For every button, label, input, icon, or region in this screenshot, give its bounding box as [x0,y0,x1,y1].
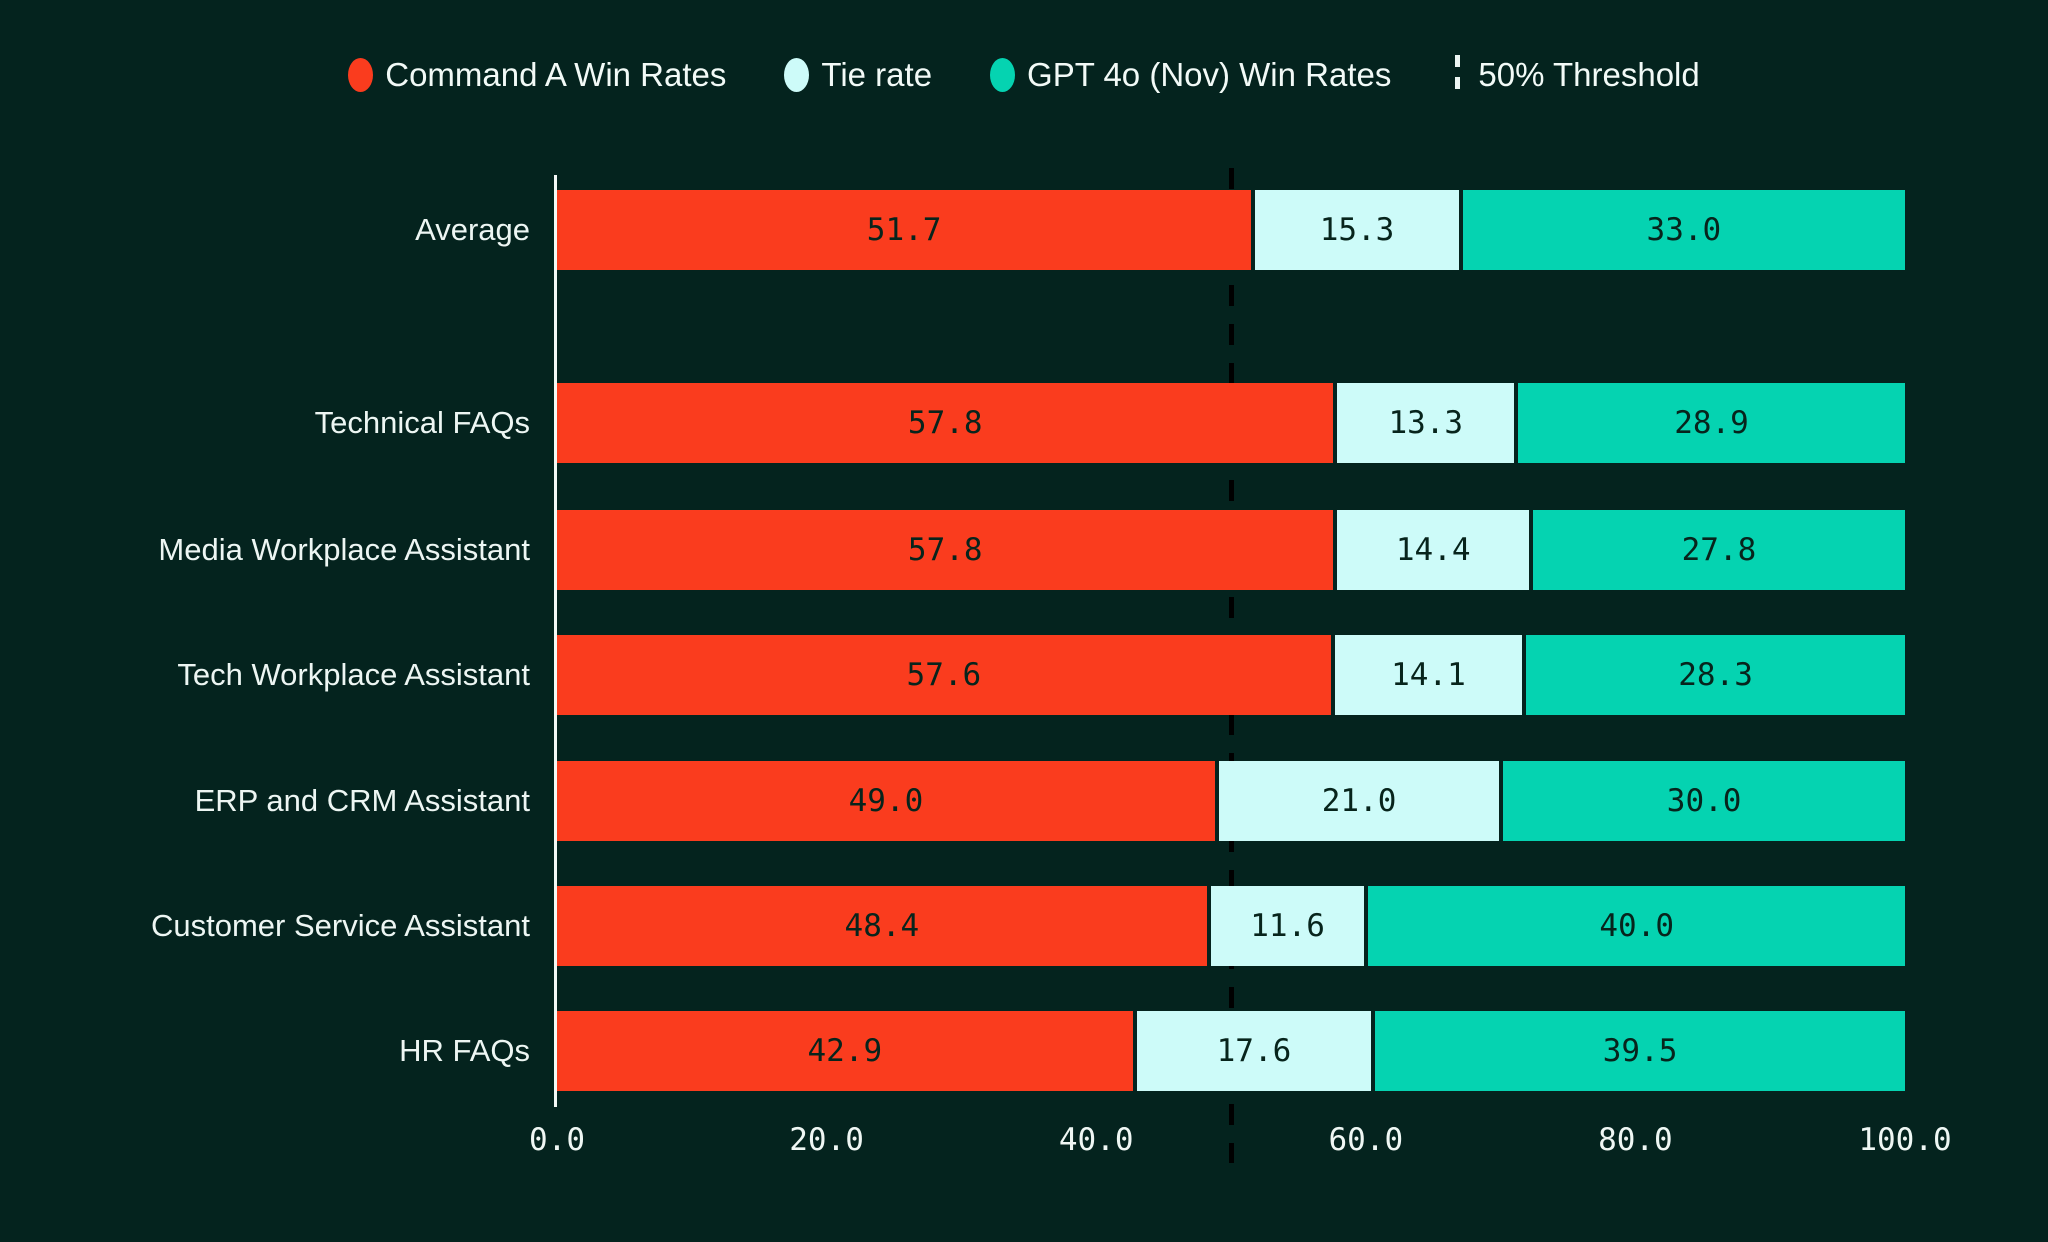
legend-item-50-threshold[interactable]: 50% Threshold [1449,55,1700,95]
category-label-customer-service-assistant: Customer Service Assistant [150,908,530,943]
x-axis-tick-label: 0.0 [529,1122,585,1158]
bar-value-label: 49.0 [848,783,924,819]
bar-segment-tie-rate: 14.4 [1337,510,1529,590]
bar-segment-command-a-win-rates: 57.6 [557,635,1331,715]
bar-value-label: 30.0 [1666,783,1742,819]
bar-segment-gpt-4o-nov-win-rates: 28.9 [1518,383,1905,463]
bar-value-label: 51.7 [866,212,942,248]
bar-value-label: 28.9 [1674,405,1749,441]
bar-segment-gpt-4o-nov-win-rates: 28.3 [1526,635,1905,715]
category-label-hr-faqs: HR FAQs [399,1033,530,1068]
category-label-average: Average [415,212,530,247]
bar-value-label: 42.9 [807,1033,883,1069]
bar-row-average: 51.7 15.3 33.0 [557,190,1905,270]
bar-value-label: 48.4 [844,908,920,944]
bar-segment-gpt-4o-nov-win-rates: 39.5 [1375,1011,1905,1091]
bar-value-label: 14.4 [1395,532,1471,568]
bar-value-label: 13.3 [1388,405,1464,441]
legend-item-tie-rate[interactable]: Tie rate [784,56,932,94]
legend-label: Command A Win Rates [385,56,727,93]
bar-segment-command-a-win-rates: 42.9 [557,1011,1133,1091]
x-axis-tick-label: 100.0 [1858,1122,1952,1158]
bar-value-label: 39.5 [1602,1033,1678,1069]
legend-marker-50-threshold-icon [1455,55,1461,95]
bar-value-label: 40.0 [1599,908,1675,944]
bar-value-label: 57.8 [907,405,983,441]
bar-segment-gpt-4o-nov-win-rates: 30.0 [1503,761,1905,841]
bar-value-label: 21.0 [1321,783,1397,819]
bar-segment-command-a-win-rates: 51.7 [557,190,1252,270]
legend-label: 50% Threshold [1478,56,1700,93]
bar-segment-gpt-4o-nov-win-rates: 40.0 [1368,886,1905,966]
bar-segment-command-a-win-rates: 57.8 [557,383,1334,463]
x-axis-tick-label: 20.0 [789,1122,864,1158]
legend-item-command-a-win-rates[interactable]: Command A Win Rates [348,56,726,94]
bar-segment-tie-rate: 11.6 [1210,886,1365,966]
bar-row-tech-workplace-assistant: 57.6 14.1 28.3 [557,635,1905,715]
bar-value-label: 17.6 [1216,1033,1292,1069]
y-axis-line [554,175,557,1107]
bar-segment-tie-rate: 14.1 [1334,635,1523,715]
bar-value-label: 14.1 [1391,657,1466,693]
plot-area: 51.7 15.3 33.0 57.8 13.3 28.9 57.8 14.4 27.8 57.6… [554,168,1905,1163]
category-label-technical-faqs: Technical FAQs [314,405,530,440]
bar-value-label: 28.3 [1678,657,1753,693]
legend-marker-command-a-win-rates-icon [348,58,374,92]
legend-marker-tie-rate-icon [784,58,810,92]
bar-segment-gpt-4o-nov-win-rates: 27.8 [1532,510,1905,590]
legend-label: Tie rate [821,56,933,93]
bar-value-label: 57.8 [907,532,983,568]
bar-value-label: 15.3 [1319,212,1395,248]
bar-value-label: 33.0 [1646,212,1722,248]
legend-marker-gpt-4o-nov-win-rates-icon [990,58,1016,92]
category-label-tech-workplace-assistant: Tech Workplace Assistant [177,657,530,692]
bar-row-erp-and-crm-assistant: 49.0 21.0 30.0 [557,761,1905,841]
bar-segment-gpt-4o-nov-win-rates: 33.0 [1462,190,1905,270]
bar-segment-tie-rate: 15.3 [1255,190,1459,270]
bar-row-customer-service-assistant: 48.4 11.6 40.0 [557,886,1905,966]
x-axis-tick-label: 80.0 [1598,1122,1673,1158]
bar-row-media-workplace-assistant: 57.8 14.4 27.8 [557,510,1905,590]
category-label-erp-and-crm-assistant: ERP and CRM Assistant [194,783,530,818]
bar-value-label: 11.6 [1250,908,1325,944]
legend: Command A Win Rates Tie rate GPT 4o (Nov) … [0,40,2048,110]
bar-segment-command-a-win-rates: 48.4 [557,886,1207,966]
bar-segment-tie-rate: 21.0 [1218,761,1500,841]
legend-item-gpt-4o-nov-win-rates[interactable]: GPT 4o (Nov) Win Rates [990,56,1391,94]
bar-value-label: 57.6 [906,657,982,693]
bar-segment-tie-rate: 17.6 [1136,1011,1372,1091]
x-axis-tick-label: 60.0 [1328,1122,1404,1158]
bar-segment-command-a-win-rates: 57.8 [557,510,1334,590]
bar-value-label: 27.8 [1681,532,1757,568]
bar-segment-command-a-win-rates: 49.0 [557,761,1215,841]
bar-row-hr-faqs: 42.9 17.6 39.5 [557,1011,1905,1091]
category-label-media-workplace-assistant: Media Workplace Assistant [158,532,530,567]
bar-row-technical-faqs: 57.8 13.3 28.9 [557,383,1905,463]
legend-label: GPT 4o (Nov) Win Rates [1027,56,1392,93]
bar-segment-tie-rate: 13.3 [1337,383,1515,463]
x-axis-tick-label: 40.0 [1058,1122,1134,1158]
